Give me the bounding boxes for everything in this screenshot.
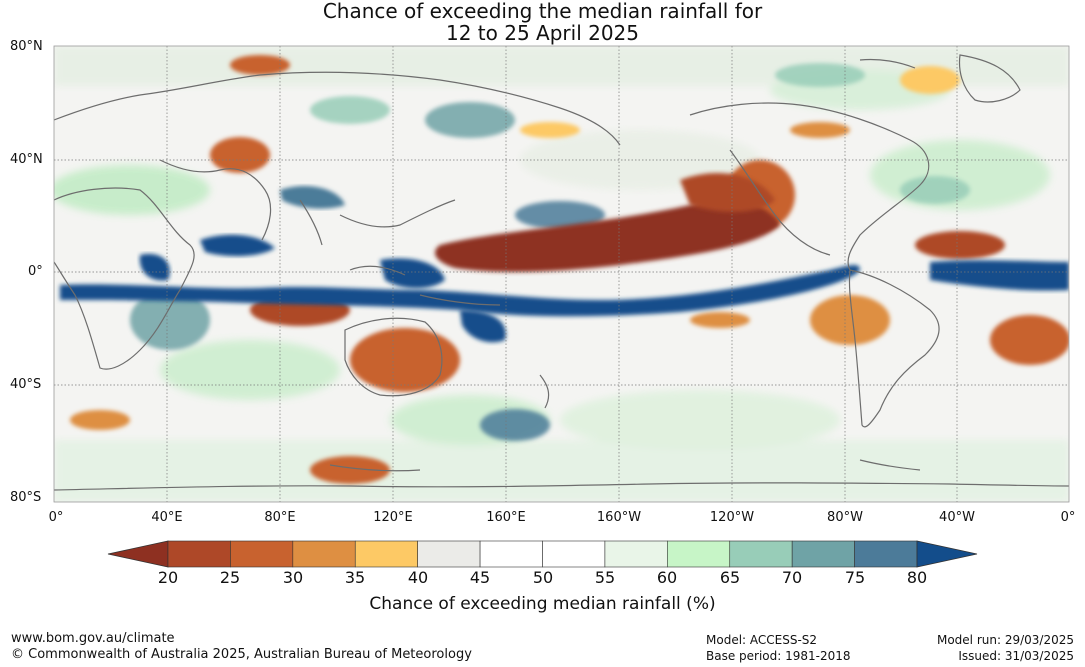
map-background xyxy=(54,46,1069,502)
colorbar-tick-30: 30 xyxy=(282,568,304,587)
lon-label-0-left: 0° xyxy=(48,510,64,525)
colorbar-tick-45: 45 xyxy=(469,568,491,587)
colorbar-extend-low xyxy=(107,540,169,568)
map-title-line2: 12 to 25 April 2025 xyxy=(445,21,640,45)
footer-base-period: Base period: 1981-2018 xyxy=(706,649,851,663)
colorbar-extend-high xyxy=(916,540,978,568)
lon-label-160e: 160°E xyxy=(486,510,526,525)
lon-label-80e: 80°E xyxy=(264,510,296,525)
colorbar-swatch xyxy=(604,540,668,568)
lon-label-40w: 40°W xyxy=(939,510,975,525)
lon-label-120w: 120°W xyxy=(709,510,755,525)
colorbar xyxy=(107,540,978,568)
colorbar-swatch xyxy=(292,540,356,568)
colorbar-swatch xyxy=(479,540,543,568)
colorbar-tick-75: 75 xyxy=(844,568,866,587)
colorbar-swatch xyxy=(854,540,918,568)
colorbar-swatch xyxy=(729,540,793,568)
lat-label-0: 0° xyxy=(28,264,43,279)
colorbar-swatch xyxy=(417,540,481,568)
lat-label-40s: 40°S xyxy=(10,377,42,392)
colorbar-tick-65: 65 xyxy=(719,568,741,587)
lon-label-80w: 80°W xyxy=(827,510,863,525)
colorbar-tick-60: 60 xyxy=(656,568,678,587)
lon-label-0-right: 0° xyxy=(1060,510,1076,525)
lon-label-40e: 40°E xyxy=(151,510,183,525)
footer-website: www.bom.gov.au/climate xyxy=(11,631,175,646)
colorbar-swatch xyxy=(167,540,231,568)
colorbar-swatch xyxy=(791,540,855,568)
footer-copyright: © Commonwealth of Australia 2025, Austra… xyxy=(11,647,472,662)
lat-label-40n: 40°N xyxy=(10,152,43,167)
map-title-line1: Chance of exceeding the median rainfall … xyxy=(322,0,763,23)
footer-issued: Issued: 31/03/2025 xyxy=(958,649,1074,663)
colorbar-tick-20: 20 xyxy=(157,568,179,587)
lon-label-160w: 160°W xyxy=(596,510,642,525)
graticule xyxy=(54,46,1069,502)
lon-label-120e: 120°E xyxy=(373,510,413,525)
footer-model: Model: ACCESS-S2 xyxy=(706,633,818,647)
colorbar-tick-40: 40 xyxy=(407,568,429,587)
colorbar-tick-50: 50 xyxy=(532,568,554,587)
colorbar-swatch xyxy=(542,540,606,568)
colorbar-tick-25: 25 xyxy=(219,568,241,587)
colorbar-tick-80: 80 xyxy=(906,568,928,587)
colorbar-swatch xyxy=(667,540,731,568)
colorbar-swatch xyxy=(230,540,294,568)
footer-model-run: Model run: 29/03/2025 xyxy=(936,633,1074,647)
colorbar-swatch xyxy=(354,540,418,568)
lat-label-80n: 80°N xyxy=(10,39,43,54)
colorbar-title: Chance of exceeding median rainfall (%) xyxy=(369,594,716,614)
colorbar-tick-70: 70 xyxy=(781,568,803,587)
forecast-field xyxy=(54,46,1069,502)
coastlines xyxy=(54,54,1069,491)
lat-label-80s: 80°S xyxy=(10,490,42,505)
colorbar-tick-35: 35 xyxy=(344,568,366,587)
colorbar-tick-55: 55 xyxy=(594,568,616,587)
